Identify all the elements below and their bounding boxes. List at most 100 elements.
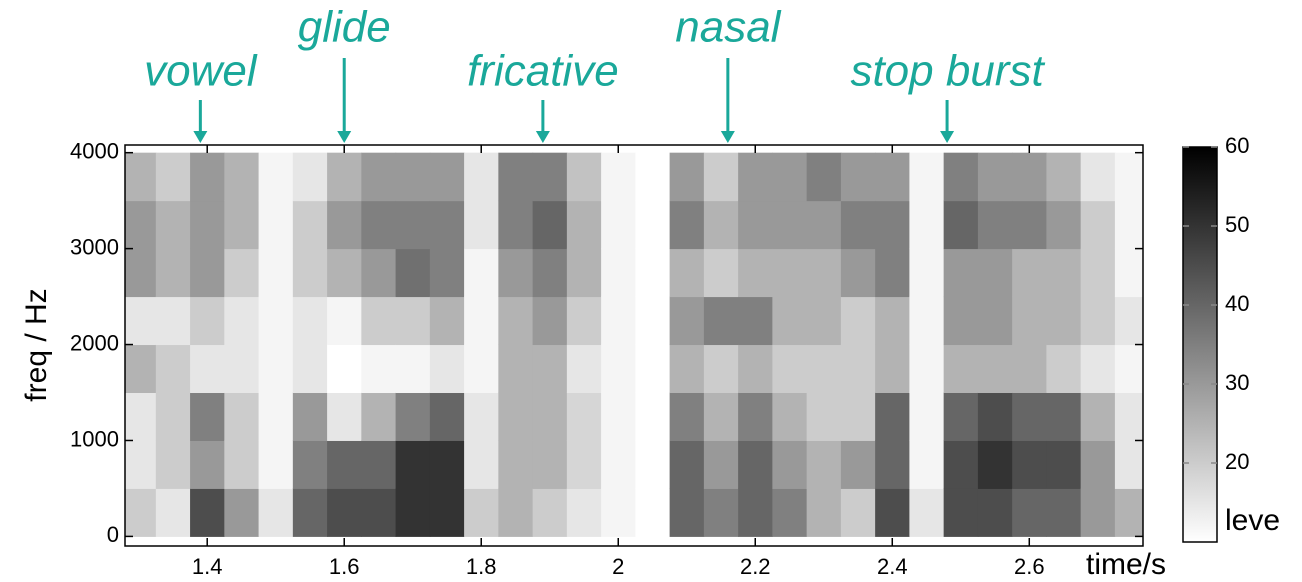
annotation-text: nasal: [675, 3, 781, 52]
heat-cell: [258, 344, 294, 394]
heat-cell: [258, 152, 294, 202]
spectrogram: [125, 152, 1143, 537]
heat-cell: [635, 488, 671, 537]
heat-cell: [327, 344, 362, 394]
heat-cell: [738, 392, 773, 441]
heat-cell: [840, 440, 876, 489]
heat-cell: [292, 392, 328, 441]
heat-cell: [224, 440, 260, 489]
heat-cell: [1114, 488, 1143, 537]
heat-cell: [292, 440, 328, 489]
heat-cell: [464, 200, 499, 250]
heat-cell: [224, 152, 260, 202]
heat-cell: [361, 152, 397, 202]
heat-cell: [601, 488, 636, 537]
heat-cell: [875, 296, 910, 346]
heat-cell: [669, 152, 705, 202]
heat-cell: [464, 152, 499, 202]
heat-cell: [601, 296, 636, 346]
y-tick-label: 3000: [70, 234, 119, 259]
heat-cell: [327, 200, 362, 250]
plot-frame: [124, 144, 1144, 547]
heat-cell: [498, 440, 534, 489]
heat-cell: [806, 488, 842, 537]
heat-cell: [806, 440, 842, 489]
heat-cell: [738, 200, 773, 250]
heat-cell: [190, 152, 225, 202]
heat-cell: [601, 152, 636, 202]
heat-cell: [224, 392, 260, 441]
heat-cell: [703, 488, 739, 537]
heat-cell: [772, 296, 808, 346]
heat-cell: [155, 440, 191, 489]
annotation-arrowhead: [193, 131, 208, 143]
heat-cell: [498, 152, 534, 202]
colorbar-label: leve: [1225, 504, 1280, 537]
x-tick-label: 2.6: [1014, 554, 1045, 579]
heat-cell: [292, 296, 328, 346]
heat-cell: [1114, 440, 1143, 489]
heat-cell: [566, 248, 602, 298]
heat-cell: [125, 248, 157, 298]
heat-cell: [532, 440, 568, 489]
annotation-arrowhead: [940, 131, 955, 143]
x-tick-label: 1.6: [329, 554, 360, 579]
annotation-text: vowel: [144, 47, 258, 96]
heat-cell: [327, 440, 362, 489]
heat-cell: [566, 344, 602, 394]
heat-cell: [361, 296, 397, 346]
heat-cell: [292, 152, 328, 202]
heat-cell: [703, 392, 739, 441]
heat-cell: [738, 152, 773, 202]
heat-cell: [395, 152, 431, 202]
heat-cell: [224, 200, 260, 250]
heat-cell: [1012, 344, 1047, 394]
heat-cell: [190, 248, 225, 298]
heat-cell: [1080, 152, 1116, 202]
heat-cell: [875, 344, 910, 394]
x-axis-label: time/s: [1086, 548, 1166, 581]
heat-cell: [635, 440, 671, 489]
heat-cell: [840, 344, 876, 394]
heat-cell: [875, 488, 910, 537]
heat-cell: [738, 440, 773, 489]
heat-cell: [1012, 296, 1047, 346]
heat-cell: [292, 200, 328, 250]
heat-cell: [498, 392, 534, 441]
heat-cell: [1114, 152, 1143, 202]
heat-cell: [155, 392, 191, 441]
heat-cell: [155, 296, 191, 346]
heat-cell: [806, 344, 842, 394]
heat-cell: [977, 152, 1013, 202]
y-tick-label: 1000: [70, 426, 119, 451]
heat-cell: [840, 392, 876, 441]
heat-cell: [601, 344, 636, 394]
heat-cell: [498, 488, 534, 537]
annotation-text: glide: [298, 3, 391, 52]
heat-cell: [1080, 392, 1116, 441]
heat-cell: [635, 344, 671, 394]
heat-cell: [1046, 296, 1082, 346]
heat-cell: [1012, 248, 1047, 298]
heat-cell: [532, 152, 568, 202]
heat-cell: [738, 488, 773, 537]
heat-cell: [190, 344, 225, 394]
heat-cell: [361, 248, 397, 298]
x-tick-label: 2.4: [877, 554, 908, 579]
colorbar-tick-label: 60: [1225, 133, 1249, 158]
heat-cell: [429, 392, 465, 441]
heat-cell: [1080, 296, 1116, 346]
heat-cell: [155, 488, 191, 537]
heat-cell: [258, 296, 294, 346]
annotation-text: stop burst: [850, 47, 1045, 96]
heat-cell: [395, 200, 431, 250]
heat-cell: [258, 488, 294, 537]
heat-cell: [1012, 152, 1047, 202]
heat-cell: [292, 248, 328, 298]
heat-cell: [601, 200, 636, 250]
heat-cell: [361, 440, 397, 489]
heat-cell: [1114, 344, 1143, 394]
heat-cell: [806, 152, 842, 202]
heat-cell: [429, 248, 465, 298]
heat-cell: [1012, 488, 1047, 537]
